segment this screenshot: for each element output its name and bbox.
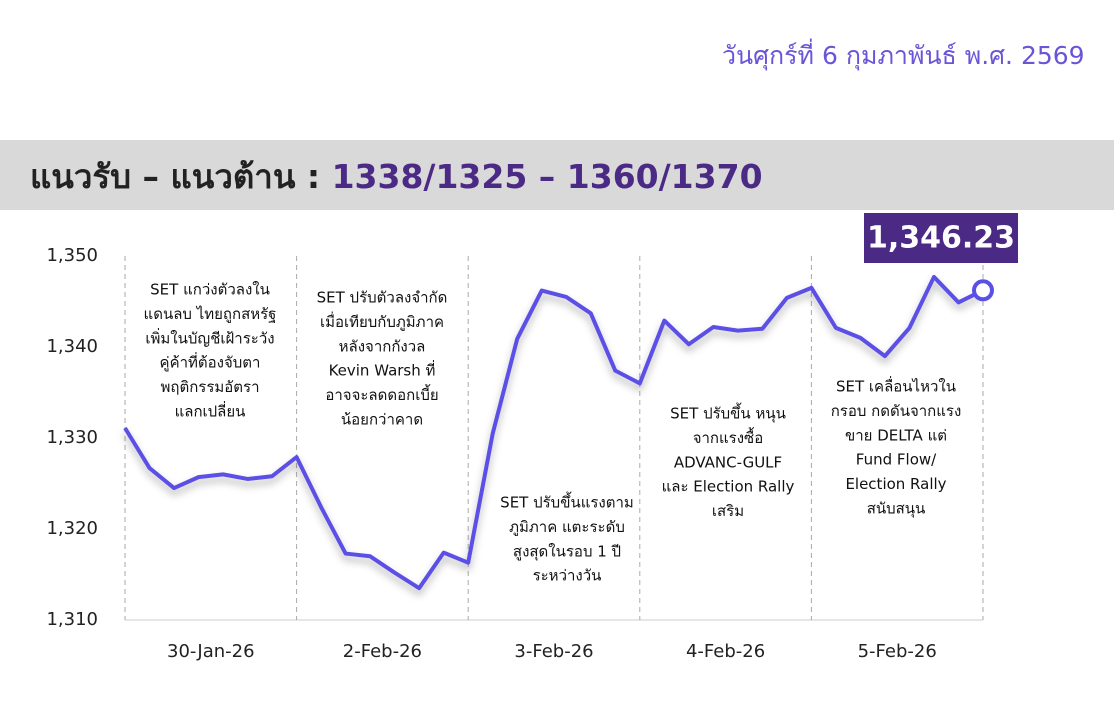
annotation: SET ปรับขึ้น หนุน [670, 403, 786, 424]
annotation: น้อยกว่าคาด [341, 411, 423, 429]
series-line [123, 274, 984, 591]
annotation: แดนลบ ไทยถูกสหรัฐ [144, 305, 277, 323]
annotation: Election Rally [845, 475, 946, 493]
banner-levels: 1338/1325 – 1360/1370 [332, 157, 763, 196]
annotation: เพิ่มในบัญชีเฝ้าระวัง [145, 327, 274, 347]
x-tick-label: 3-Feb-26 [514, 641, 593, 662]
banner-label: แนวรับ – แนวต้าน : [30, 157, 332, 196]
y-tick-label: 1,320 [46, 518, 98, 539]
last-point [972, 279, 994, 302]
annotation: คู่ค้าที่ต้องจับตา [160, 352, 261, 372]
annotation: พฤติกรรมอัตรา [160, 378, 259, 396]
y-tick-label: 1,340 [46, 336, 98, 357]
annotation: SET ปรับขึ้นแรงตาม [500, 492, 634, 512]
annotation: สูงสุดในรอบ 1 ปี [513, 542, 621, 561]
annotation: SET แกว่งตัวลงใน [150, 281, 270, 299]
annotation: SET ปรับตัวลงจำกัด [317, 289, 448, 307]
annotation: ขาย DELTA แต่ [845, 426, 947, 444]
y-tick-label: 1,330 [46, 427, 98, 448]
y-tick-label: 1,350 [46, 245, 98, 266]
x-tick-label: 4-Feb-26 [686, 641, 765, 662]
x-tick-label: 2-Feb-26 [343, 641, 422, 662]
annotation: ระหว่างวัน [533, 567, 602, 585]
x-tick-label: 5-Feb-26 [858, 641, 937, 662]
y-tick-label: 1,310 [46, 609, 98, 630]
banner-text: แนวรับ – แนวต้าน : 1338/1325 – 1360/1370 [30, 157, 763, 196]
annotation: เมื่อเทียบกับภูมิภาค [320, 311, 444, 331]
annotation: ADVANC-GULF [674, 453, 782, 471]
annotation: กรอบ กดดันจากแรง [831, 402, 962, 420]
annotation: หลังจากกังวล [339, 337, 426, 355]
annotation: เสริม [712, 502, 744, 520]
last-value-label: 1,346.23 [867, 221, 1015, 256]
annotation: สนับสนุน [867, 500, 926, 519]
banner [0, 140, 1114, 210]
annotation: แลกเปลี่ยน [175, 401, 246, 421]
last-value-box [864, 213, 1018, 263]
date: วันศุกร์ที่ 6 กุมภาพันธ์ พ.ศ. 2569 [722, 38, 1085, 71]
annotation: อาจจะลดดอกเบี้ย [325, 384, 438, 404]
annotation: ภูมิภาค แตะระดับ [509, 518, 625, 536]
annotation: จากแรงซื้อ [693, 427, 764, 447]
annotation: Kevin Warsh ที่ [329, 360, 436, 380]
annotation: SET เคลื่อนไหวใน [836, 376, 956, 396]
x-tick-label: 30-Jan-26 [167, 641, 255, 662]
annotation: และ Election Rally [662, 478, 795, 496]
annotation: Fund Flow/ [856, 451, 937, 469]
